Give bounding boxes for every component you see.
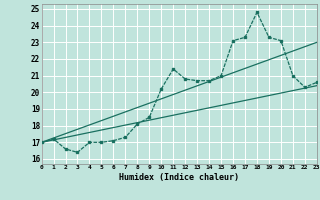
X-axis label: Humidex (Indice chaleur): Humidex (Indice chaleur)	[119, 173, 239, 182]
